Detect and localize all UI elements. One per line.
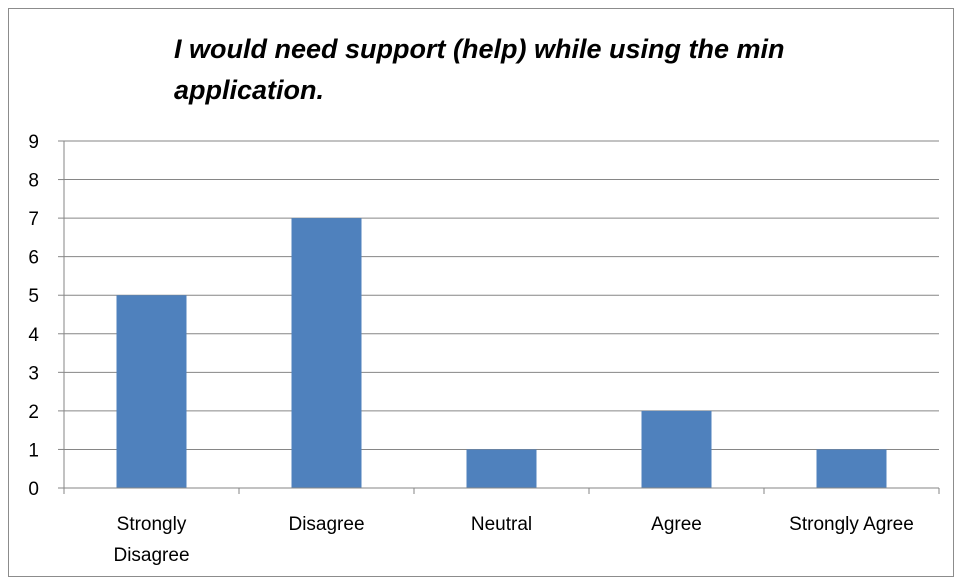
- gridlines: [58, 140, 939, 489]
- bar-agree: [641, 410, 712, 488]
- bar-neutral: [466, 449, 537, 488]
- x-category-label-disagree: Disagree: [288, 514, 364, 535]
- x-category-label-neutral: Neutral: [471, 514, 532, 535]
- y-tick-label-3: 3: [28, 363, 39, 384]
- bar-disagree: [291, 218, 362, 488]
- x-axis-category-labels: Strongly Disagree Disagree Neutral Agree Stro…: [113, 514, 913, 566]
- y-tick-label-1: 1: [28, 440, 39, 461]
- x-category-label-line: Strongly: [117, 514, 187, 535]
- y-tick-label-5: 5: [28, 286, 39, 307]
- x-category-label-line: Disagree: [288, 514, 364, 535]
- y-tick-label-4: 4: [28, 325, 39, 346]
- x-category-label-strongly-agree: Strongly Agree: [789, 514, 914, 535]
- x-category-label-line: Agree: [651, 514, 702, 535]
- y-axis-tick-labels: 0 1 2 3 4 5 6 7 8 9: [28, 132, 39, 500]
- axes: [63, 141, 940, 494]
- x-category-label-line: Disagree: [113, 545, 189, 566]
- y-tick-label-9: 9: [28, 132, 39, 153]
- x-category-label-line: Strongly Agree: [789, 514, 914, 535]
- x-category-label-agree: Agree: [651, 514, 702, 535]
- bar-strongly-agree: [816, 449, 887, 488]
- y-tick-label-6: 6: [28, 248, 39, 269]
- y-tick-label-2: 2: [28, 402, 39, 423]
- bars: [116, 218, 887, 488]
- y-tick-label-7: 7: [28, 209, 39, 230]
- x-category-label-strongly-disagree: Strongly Disagree: [113, 514, 189, 566]
- chart-title-line-2: application.: [174, 75, 324, 105]
- chart-title-line-1: I would need support (help) while using …: [174, 34, 785, 64]
- x-category-label-line: Neutral: [471, 514, 532, 535]
- y-tick-label-0: 0: [28, 479, 39, 500]
- y-tick-label-8: 8: [28, 171, 39, 192]
- bar-strongly-disagree: [116, 295, 187, 488]
